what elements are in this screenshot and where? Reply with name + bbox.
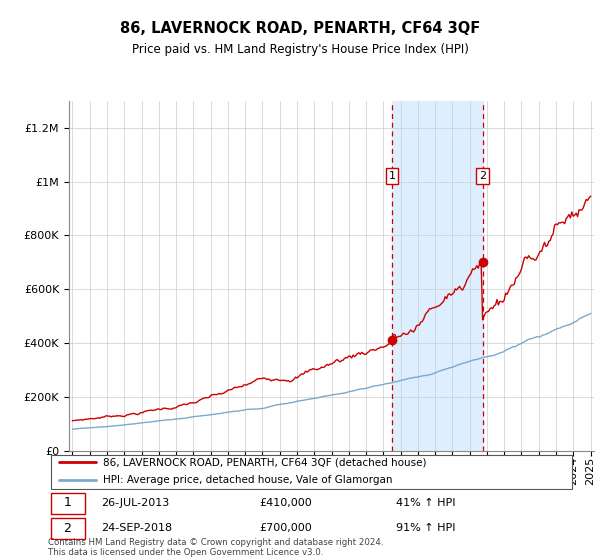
Bar (392, 101, 482, 451)
Text: Price paid vs. HM Land Registry's House Price Index (HPI): Price paid vs. HM Land Registry's House … (131, 43, 469, 56)
Text: £700,000: £700,000 (259, 523, 312, 533)
Text: 2: 2 (479, 171, 486, 181)
Text: 86, LAVERNOCK ROAD, PENARTH, CF64 3QF: 86, LAVERNOCK ROAD, PENARTH, CF64 3QF (120, 21, 480, 36)
Text: 1: 1 (388, 171, 395, 181)
Text: Contains HM Land Registry data © Crown copyright and database right 2024.
This d: Contains HM Land Registry data © Crown c… (48, 538, 383, 557)
FancyBboxPatch shape (50, 493, 85, 514)
Text: 26-JUL-2013: 26-JUL-2013 (101, 498, 169, 508)
Text: HPI: Average price, detached house, Vale of Glamorgan: HPI: Average price, detached house, Vale… (103, 475, 393, 485)
Text: 24-SEP-2018: 24-SEP-2018 (101, 523, 172, 533)
Text: 2: 2 (64, 521, 71, 535)
Text: 86, LAVERNOCK ROAD, PENARTH, CF64 3QF (detached house): 86, LAVERNOCK ROAD, PENARTH, CF64 3QF (d… (103, 458, 427, 468)
Text: 41% ↑ HPI: 41% ↑ HPI (397, 498, 456, 508)
Text: £410,000: £410,000 (259, 498, 312, 508)
FancyBboxPatch shape (50, 455, 572, 488)
Text: 1: 1 (64, 497, 71, 510)
FancyBboxPatch shape (50, 518, 85, 539)
Text: 91% ↑ HPI: 91% ↑ HPI (397, 523, 456, 533)
